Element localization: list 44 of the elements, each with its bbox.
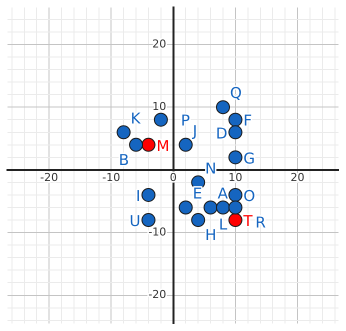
y-tick-label: 10 bbox=[152, 100, 166, 114]
x-tick-label: 10 bbox=[228, 171, 242, 184]
point bbox=[216, 200, 230, 215]
annotation: A bbox=[218, 184, 229, 203]
point bbox=[228, 112, 242, 127]
y-tick-label: -10 bbox=[148, 225, 166, 238]
annotation: H bbox=[205, 226, 216, 244]
annotation: E bbox=[192, 184, 202, 203]
point bbox=[141, 188, 156, 202]
point bbox=[228, 188, 242, 202]
annotation: D bbox=[216, 124, 228, 142]
point bbox=[204, 200, 218, 215]
annotation: Q bbox=[230, 84, 242, 102]
point bbox=[228, 200, 242, 215]
point bbox=[228, 213, 242, 228]
point bbox=[129, 138, 144, 152]
x-tick-label: -10 bbox=[102, 171, 120, 184]
point bbox=[141, 213, 156, 228]
annotation: M bbox=[156, 136, 170, 155]
annotation: L bbox=[218, 216, 228, 234]
x-tick-label: 20 bbox=[290, 171, 305, 184]
annotation: F bbox=[243, 112, 252, 130]
annotation: T bbox=[242, 212, 254, 230]
point bbox=[116, 125, 131, 140]
annotation: R bbox=[255, 214, 266, 232]
annotation: P bbox=[180, 112, 190, 130]
annotation: I bbox=[136, 186, 140, 205]
point bbox=[141, 138, 156, 152]
y-tick-label: -20 bbox=[148, 288, 166, 302]
annotation: G bbox=[243, 149, 256, 168]
annotation: U bbox=[129, 212, 140, 230]
y-tick-label: 20 bbox=[152, 37, 166, 50]
annotation: K bbox=[130, 109, 142, 128]
point bbox=[178, 138, 193, 152]
point bbox=[228, 125, 242, 140]
point bbox=[191, 213, 206, 228]
annotation: J bbox=[192, 122, 198, 140]
x-tick-label: -20 bbox=[40, 171, 58, 184]
point bbox=[216, 100, 230, 114]
point bbox=[228, 150, 242, 164]
annotation: B bbox=[118, 150, 130, 169]
annotation: O bbox=[243, 186, 256, 205]
point bbox=[154, 112, 168, 127]
point bbox=[178, 200, 193, 215]
